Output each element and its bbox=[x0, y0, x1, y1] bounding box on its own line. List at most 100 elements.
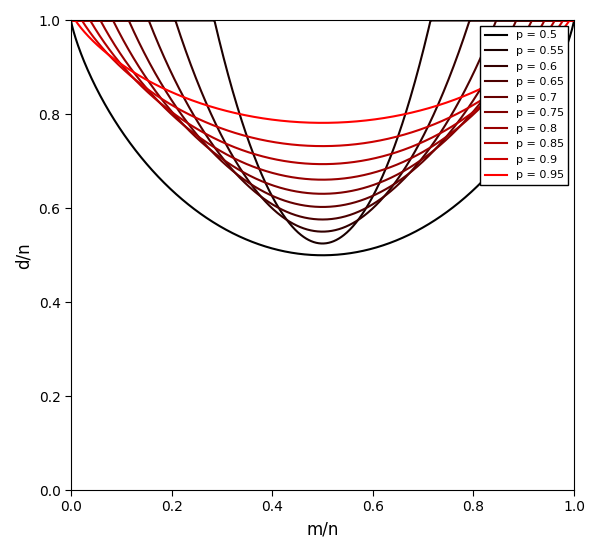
Line: p = 0.65: p = 0.65 bbox=[71, 20, 574, 220]
p = 0.85 bbox=[460, 116, 467, 122]
p = 0.65 bbox=[67, 17, 74, 24]
Line: p = 0.8: p = 0.8 bbox=[71, 20, 574, 180]
p = 0.6 bbox=[67, 17, 74, 24]
Line: p = 0.9: p = 0.9 bbox=[71, 20, 574, 146]
p = 0.8 bbox=[119, 53, 126, 60]
p = 0.75 bbox=[469, 109, 476, 116]
p = 0.6 bbox=[460, 35, 467, 41]
p = 0.7 bbox=[271, 194, 278, 200]
p = 0.85 bbox=[67, 17, 74, 24]
p = 0.65 bbox=[271, 202, 278, 209]
p = 0.75 bbox=[571, 17, 578, 24]
p = 0.75 bbox=[271, 182, 278, 189]
p = 0.85 bbox=[413, 141, 421, 148]
p = 0.5 bbox=[119, 129, 126, 135]
p = 0.7 bbox=[319, 204, 326, 210]
Line: p = 0.6: p = 0.6 bbox=[71, 20, 574, 232]
p = 0.5 bbox=[469, 187, 476, 194]
p = 0.9 bbox=[67, 17, 74, 24]
p = 0.55 bbox=[271, 197, 278, 204]
p = 0.5 bbox=[67, 18, 74, 24]
p = 0.9 bbox=[271, 139, 278, 145]
p = 0.8 bbox=[469, 112, 476, 118]
p = 0.9 bbox=[413, 127, 421, 134]
p = 0.5 bbox=[413, 227, 421, 234]
p = 0.75 bbox=[460, 119, 467, 126]
p = 0.5 bbox=[571, 18, 578, 24]
p = 0.8 bbox=[67, 17, 74, 24]
p = 0.6 bbox=[119, 17, 126, 24]
p = 0.55 bbox=[67, 17, 74, 24]
p = 0.85 bbox=[271, 156, 278, 163]
p = 0.55 bbox=[319, 240, 326, 247]
p = 0.9 bbox=[319, 143, 326, 149]
p = 0.5 bbox=[289, 249, 296, 256]
p = 0.6 bbox=[319, 228, 326, 235]
p = 0.7 bbox=[413, 164, 421, 170]
p = 0.9 bbox=[119, 65, 126, 72]
p = 0.7 bbox=[460, 111, 467, 118]
p = 0.95 bbox=[413, 108, 421, 114]
p = 0.7 bbox=[119, 17, 126, 24]
p = 0.75 bbox=[413, 160, 421, 166]
p = 0.8 bbox=[571, 17, 578, 24]
p = 0.75 bbox=[289, 187, 296, 194]
p = 0.8 bbox=[271, 170, 278, 177]
Line: p = 0.75: p = 0.75 bbox=[71, 20, 574, 194]
p = 0.9 bbox=[289, 141, 296, 148]
p = 0.75 bbox=[119, 35, 126, 42]
p = 0.6 bbox=[289, 220, 296, 227]
p = 0.95 bbox=[571, 17, 578, 24]
p = 0.85 bbox=[319, 161, 326, 168]
p = 0.7 bbox=[289, 200, 296, 206]
X-axis label: m/n: m/n bbox=[306, 520, 338, 538]
p = 0.95 bbox=[271, 117, 278, 123]
p = 0.7 bbox=[67, 17, 74, 24]
p = 0.55 bbox=[469, 17, 476, 24]
p = 0.9 bbox=[460, 107, 467, 114]
p = 0.85 bbox=[289, 159, 296, 165]
p = 0.95 bbox=[289, 118, 296, 125]
p = 0.9 bbox=[469, 102, 476, 108]
p = 0.8 bbox=[319, 176, 326, 183]
p = 0.95 bbox=[119, 61, 126, 68]
p = 0.95 bbox=[469, 89, 476, 96]
p = 0.55 bbox=[460, 17, 467, 24]
p = 0.95 bbox=[460, 93, 467, 100]
Y-axis label: d/n: d/n bbox=[15, 242, 33, 269]
p = 0.5 bbox=[271, 246, 278, 252]
p = 0.65 bbox=[289, 211, 296, 217]
p = 0.65 bbox=[469, 71, 476, 78]
p = 0.55 bbox=[119, 17, 126, 24]
p = 0.8 bbox=[460, 120, 467, 127]
Line: p = 0.7: p = 0.7 bbox=[71, 20, 574, 207]
p = 0.85 bbox=[469, 109, 476, 116]
p = 0.55 bbox=[571, 17, 578, 24]
p = 0.55 bbox=[413, 71, 421, 78]
p = 0.65 bbox=[319, 216, 326, 223]
Line: p = 0.95: p = 0.95 bbox=[71, 20, 574, 123]
p = 0.6 bbox=[271, 207, 278, 213]
p = 0.75 bbox=[319, 190, 326, 197]
p = 0.95 bbox=[67, 17, 74, 24]
p = 0.85 bbox=[571, 17, 578, 24]
p = 0.6 bbox=[571, 17, 578, 24]
Line: p = 0.85: p = 0.85 bbox=[71, 20, 574, 164]
p = 0.65 bbox=[119, 17, 126, 24]
p = 0.65 bbox=[571, 17, 578, 24]
p = 0.65 bbox=[460, 90, 467, 96]
Line: p = 0.5: p = 0.5 bbox=[71, 21, 574, 255]
p = 0.8 bbox=[289, 174, 296, 181]
p = 0.85 bbox=[119, 62, 126, 69]
p = 0.5 bbox=[319, 252, 326, 259]
p = 0.75 bbox=[67, 17, 74, 24]
p = 0.7 bbox=[571, 17, 578, 24]
Legend: p = 0.5, p = 0.55, p = 0.6, p = 0.65, p = 0.7, p = 0.75, p = 0.8, p = 0.85, p = : p = 0.5, p = 0.55, p = 0.6, p = 0.65, p … bbox=[481, 26, 568, 185]
p = 0.8 bbox=[413, 152, 421, 159]
Line: p = 0.55: p = 0.55 bbox=[71, 20, 574, 243]
p = 0.5 bbox=[460, 195, 467, 202]
p = 0.6 bbox=[413, 145, 421, 152]
p = 0.95 bbox=[319, 119, 326, 126]
p = 0.9 bbox=[571, 17, 578, 24]
p = 0.6 bbox=[469, 17, 476, 24]
